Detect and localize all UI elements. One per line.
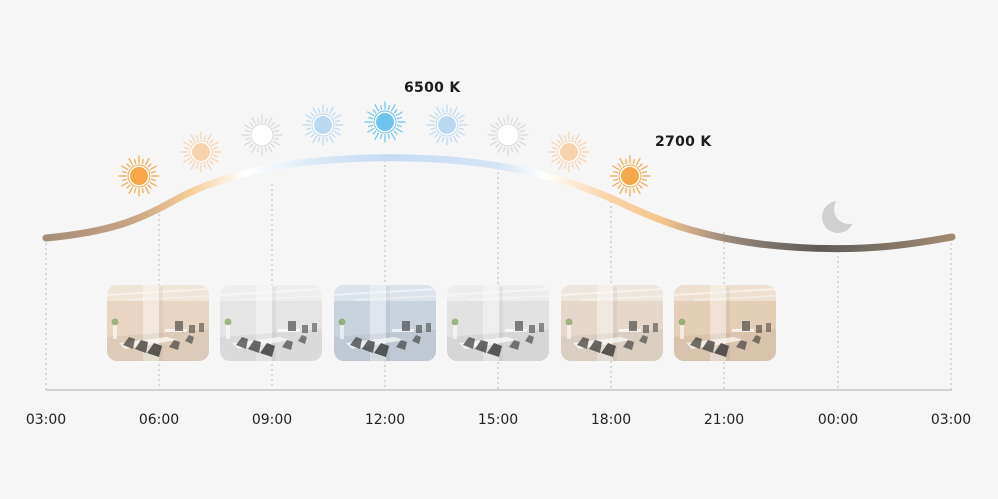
office-photo-warm-morning bbox=[107, 285, 209, 361]
sun-icon-soft-warm bbox=[180, 131, 222, 173]
time-tick-label: 21:00 bbox=[703, 412, 745, 428]
sun-icon-warm bbox=[118, 155, 160, 197]
sun-icon-light-blue bbox=[302, 104, 344, 146]
sun-icons bbox=[118, 101, 651, 197]
color-temperature-curve bbox=[42, 154, 956, 253]
peak-temperature-label: 6500 K bbox=[404, 80, 461, 96]
time-tick-label: 00:00 bbox=[817, 412, 859, 428]
time-tick-label: 09:00 bbox=[251, 412, 293, 428]
sun-icon-blue bbox=[364, 101, 406, 143]
time-tick-label: 15:00 bbox=[477, 412, 519, 428]
warm-temperature-label: 2700 K bbox=[655, 134, 712, 150]
office-photo-cool-blue bbox=[334, 285, 436, 361]
office-photo-warm-evening bbox=[674, 285, 776, 361]
time-tick-label: 03:00 bbox=[25, 412, 67, 428]
moon-icon bbox=[822, 194, 864, 233]
sun-icon-white bbox=[487, 114, 529, 156]
time-tick-label: 06:00 bbox=[138, 412, 180, 428]
sun-icon-soft-warm bbox=[548, 131, 590, 173]
office-photo-neutral-white bbox=[220, 285, 322, 361]
sun-icon-white bbox=[241, 114, 283, 156]
office-photo-neutral-white bbox=[447, 285, 549, 361]
time-tick-label: 18:00 bbox=[590, 412, 632, 428]
time-tick-label: 12:00 bbox=[364, 412, 406, 428]
sun-icon-warm bbox=[609, 155, 651, 197]
sun-icon-light-blue bbox=[426, 104, 468, 146]
office-photo-soft-warm bbox=[561, 285, 663, 361]
time-tick-label: 03:00 bbox=[930, 412, 972, 428]
